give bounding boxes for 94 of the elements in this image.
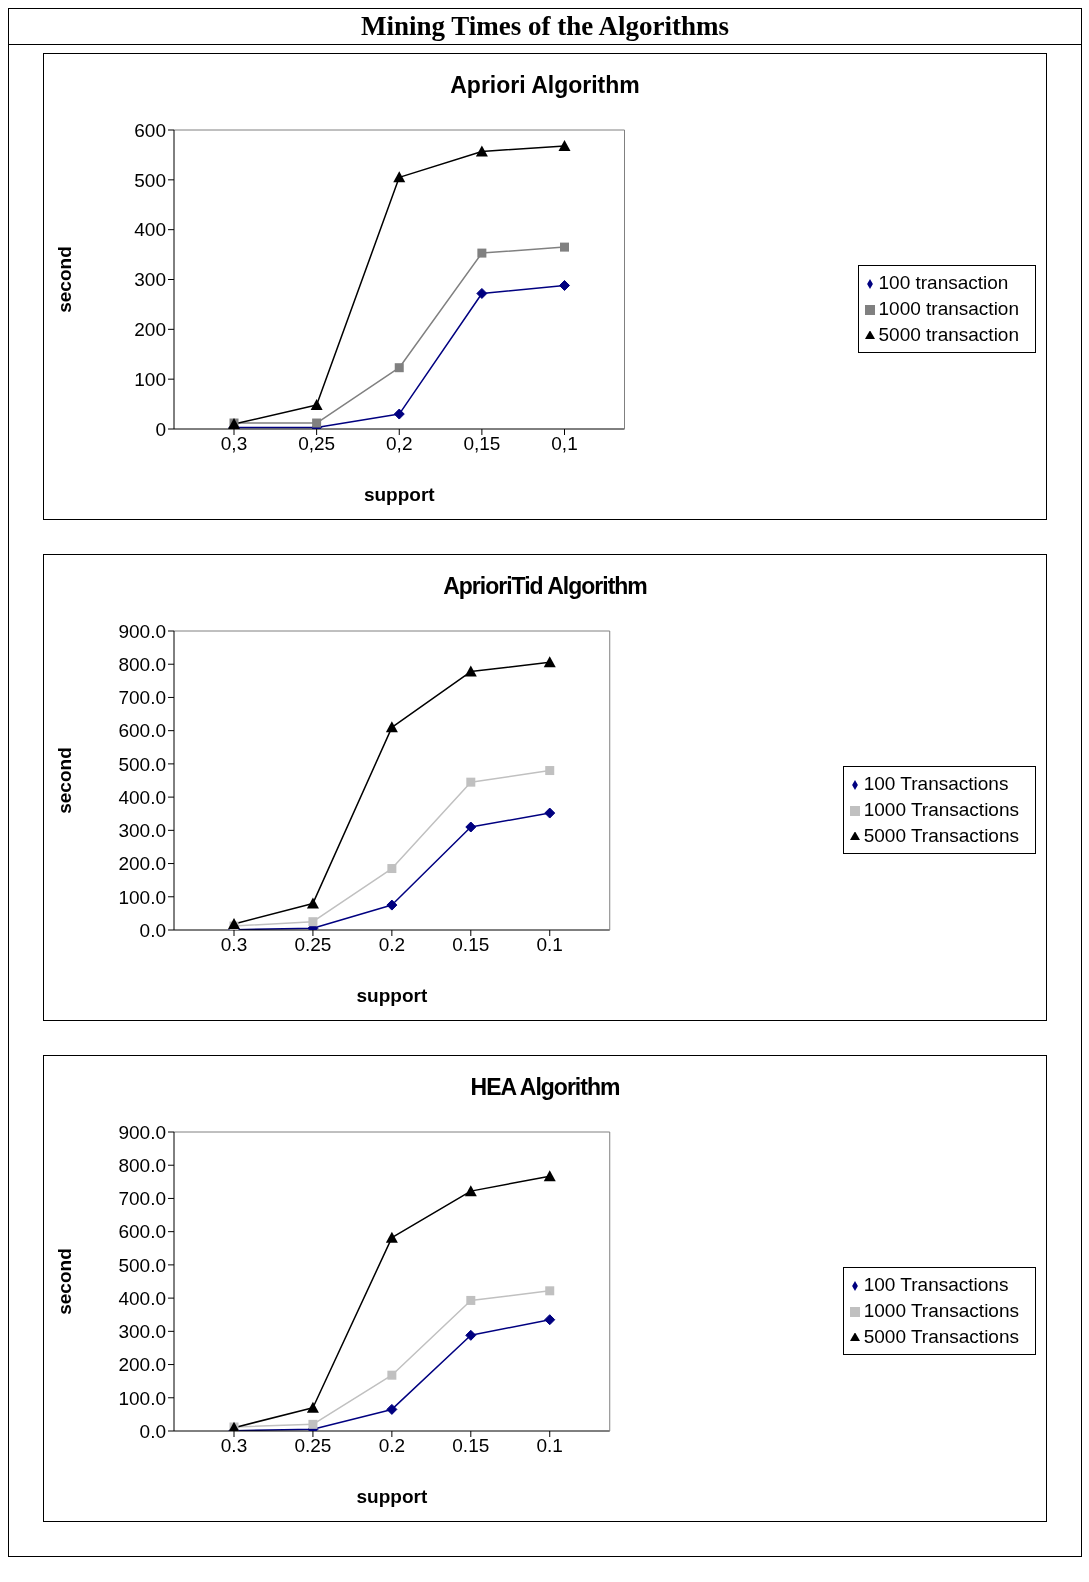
y-tick-label: 200.0 xyxy=(118,1354,166,1376)
point xyxy=(394,363,404,373)
y-tick-label: 500.0 xyxy=(118,753,166,775)
legend-label: 1000 Transactions xyxy=(863,1300,1019,1321)
point xyxy=(306,897,319,909)
y-tick-label: 700.0 xyxy=(118,687,166,709)
y-tick-label: 900.0 xyxy=(118,1121,166,1143)
point xyxy=(466,777,476,787)
point xyxy=(544,1314,556,1326)
y-axis-title: second xyxy=(53,246,75,313)
point xyxy=(308,917,318,927)
y-tick-label: 800.0 xyxy=(118,1154,166,1176)
y-tick-label: 600.0 xyxy=(118,720,166,742)
x-tick-label: 0,15 xyxy=(463,433,501,455)
x-tick-label: 0.2 xyxy=(378,1435,406,1457)
y-tick-label: 100.0 xyxy=(118,886,166,908)
chart-title: AprioriTid Algorithm xyxy=(442,572,648,600)
y-tick-label: 0.0 xyxy=(139,1420,166,1442)
y-tick-label: 400.0 xyxy=(118,1287,166,1309)
point xyxy=(544,807,556,819)
point xyxy=(476,287,488,299)
legend-label: 5000 Transactions xyxy=(863,1326,1019,1347)
x-tick-label: 0,3 xyxy=(220,433,248,455)
y-axis-title: second xyxy=(53,1248,75,1315)
point xyxy=(312,418,322,428)
legend-label: 100 transaction xyxy=(878,272,1009,293)
x-axis-title: support xyxy=(363,484,436,505)
point xyxy=(464,665,477,677)
x-tick-label: 0.15 xyxy=(452,934,490,956)
point xyxy=(393,408,405,420)
y-tick-label: 300.0 xyxy=(118,820,166,842)
y-tick-label: 100 xyxy=(134,368,166,390)
point xyxy=(543,656,556,668)
x-axis-title: support xyxy=(356,1486,428,1507)
point xyxy=(558,139,571,151)
legend-label: 5000 transaction xyxy=(878,324,1019,345)
point xyxy=(386,899,398,911)
x-tick-label: 0.3 xyxy=(220,1435,248,1457)
text: Mining Times of the Algorithms xyxy=(9,9,1081,45)
y-tick-label: 200.0 xyxy=(118,853,166,875)
legend-label: 1000 transaction xyxy=(878,298,1019,319)
point xyxy=(387,864,397,874)
legend-label: 5000 Transactions xyxy=(863,825,1019,846)
point xyxy=(387,1370,397,1380)
x-tick-label: 0.2 xyxy=(378,934,406,956)
point xyxy=(385,721,398,733)
x-tick-label: 0.1 xyxy=(536,934,563,956)
y-tick-label: 700.0 xyxy=(118,1188,166,1210)
point xyxy=(393,171,406,183)
y-tick-label: 600 xyxy=(134,119,166,141)
point xyxy=(466,1295,476,1305)
y-tick-label: 500.0 xyxy=(118,1254,166,1276)
y-tick-label: 400.0 xyxy=(118,786,166,808)
x-tick-label: 0,2 xyxy=(386,433,413,455)
y-tick-label: 800.0 xyxy=(118,653,166,675)
y-tick-label: 100.0 xyxy=(118,1387,166,1409)
point xyxy=(308,1419,318,1429)
x-tick-label: 0.3 xyxy=(220,934,248,956)
chart-title: Apriori Algorithm xyxy=(449,71,641,99)
point xyxy=(386,1403,398,1415)
y-tick-label: 300 xyxy=(134,269,166,291)
point xyxy=(464,1185,477,1197)
y-axis-title: second xyxy=(53,747,75,814)
chart-title: HEA Algorithm xyxy=(469,1073,621,1101)
point xyxy=(543,1170,556,1182)
x-axis-title: support xyxy=(356,985,428,1006)
x-tick-label: 0,1 xyxy=(551,433,578,455)
y-tick-label: 200 xyxy=(134,319,166,341)
x-tick-label: 0.1 xyxy=(536,1435,563,1457)
point xyxy=(477,248,487,258)
legend-label: 100 Transactions xyxy=(863,773,1009,794)
y-tick-label: 300.0 xyxy=(118,1321,166,1343)
point xyxy=(545,766,555,776)
point xyxy=(465,821,477,833)
point xyxy=(465,1329,477,1341)
x-tick-label: 0.15 xyxy=(452,1435,490,1457)
point xyxy=(559,279,570,291)
y-tick-label: 0.0 xyxy=(139,919,166,941)
y-tick-label: 0 xyxy=(155,418,166,440)
point xyxy=(545,1286,555,1296)
y-tick-label: 900.0 xyxy=(118,620,166,642)
point xyxy=(475,145,488,157)
point xyxy=(385,1231,398,1243)
legend-label: 1000 Transactions xyxy=(863,799,1019,820)
x-tick-label: 0,25 xyxy=(298,433,336,455)
legend-label: 100 Transactions xyxy=(863,1274,1009,1295)
x-tick-label: 0.25 xyxy=(294,1435,332,1457)
y-tick-label: 600.0 xyxy=(118,1221,166,1243)
y-tick-label: 400 xyxy=(134,219,166,241)
point xyxy=(310,399,323,411)
point xyxy=(306,1401,319,1413)
x-tick-label: 0.25 xyxy=(294,934,332,956)
point xyxy=(560,242,569,252)
y-tick-label: 500 xyxy=(134,169,166,191)
